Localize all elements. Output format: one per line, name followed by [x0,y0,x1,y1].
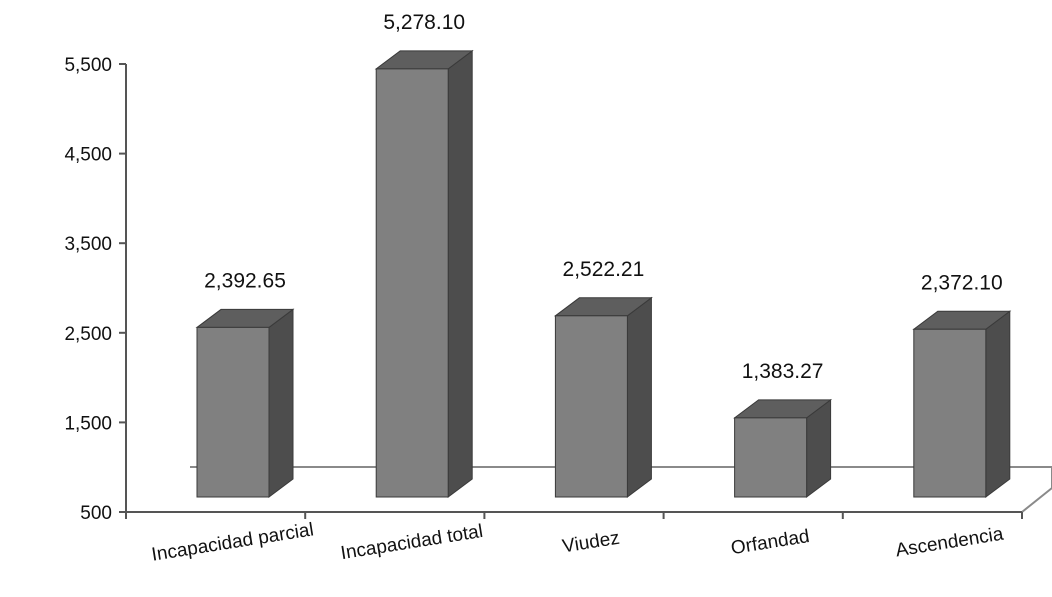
x-tick-label: Incapacidad parcial [150,519,315,565]
data-label: 5,278.10 [383,11,465,34]
bar [913,328,987,498]
x-tick-label: Viudez [561,528,621,558]
y-axis: 500 1,500 2,500 3,500 4,500 5,500 [64,55,1023,524]
bar-side-face [985,310,1011,498]
bars [195,49,1012,498]
bar [375,68,449,498]
bar-side-face [268,308,294,498]
data-label: 1,383.27 [742,360,824,383]
data-label: 2,522.21 [563,258,645,281]
y-tick-label: 500 [80,503,112,524]
bar-incapacidad-total [374,49,474,498]
y-tick-label: 3,500 [64,234,112,255]
bar [554,315,628,498]
bar [734,417,808,498]
x-tick-label: Ascendencia [894,524,1005,562]
bar-side-face [626,296,652,498]
y-tick-label: 5,500 [64,55,112,76]
y-tick-label: 2,500 [64,324,112,345]
data-label: 2,392.65 [204,269,286,292]
bar-incapacidad-parcial [195,308,295,498]
x-tick-label: Incapacidad total [339,521,484,564]
y-tick-label: 4,500 [64,145,112,166]
data-label: 2,372.10 [921,271,1003,294]
bar-orfandad [733,398,833,498]
bar-side-face [447,49,473,498]
x-tick-label: Orfandad [729,526,811,559]
y-tick-label: 1,500 [64,413,112,434]
bar-ascendencia [912,310,1012,498]
bar [196,326,270,498]
bar-viudez [553,296,653,498]
